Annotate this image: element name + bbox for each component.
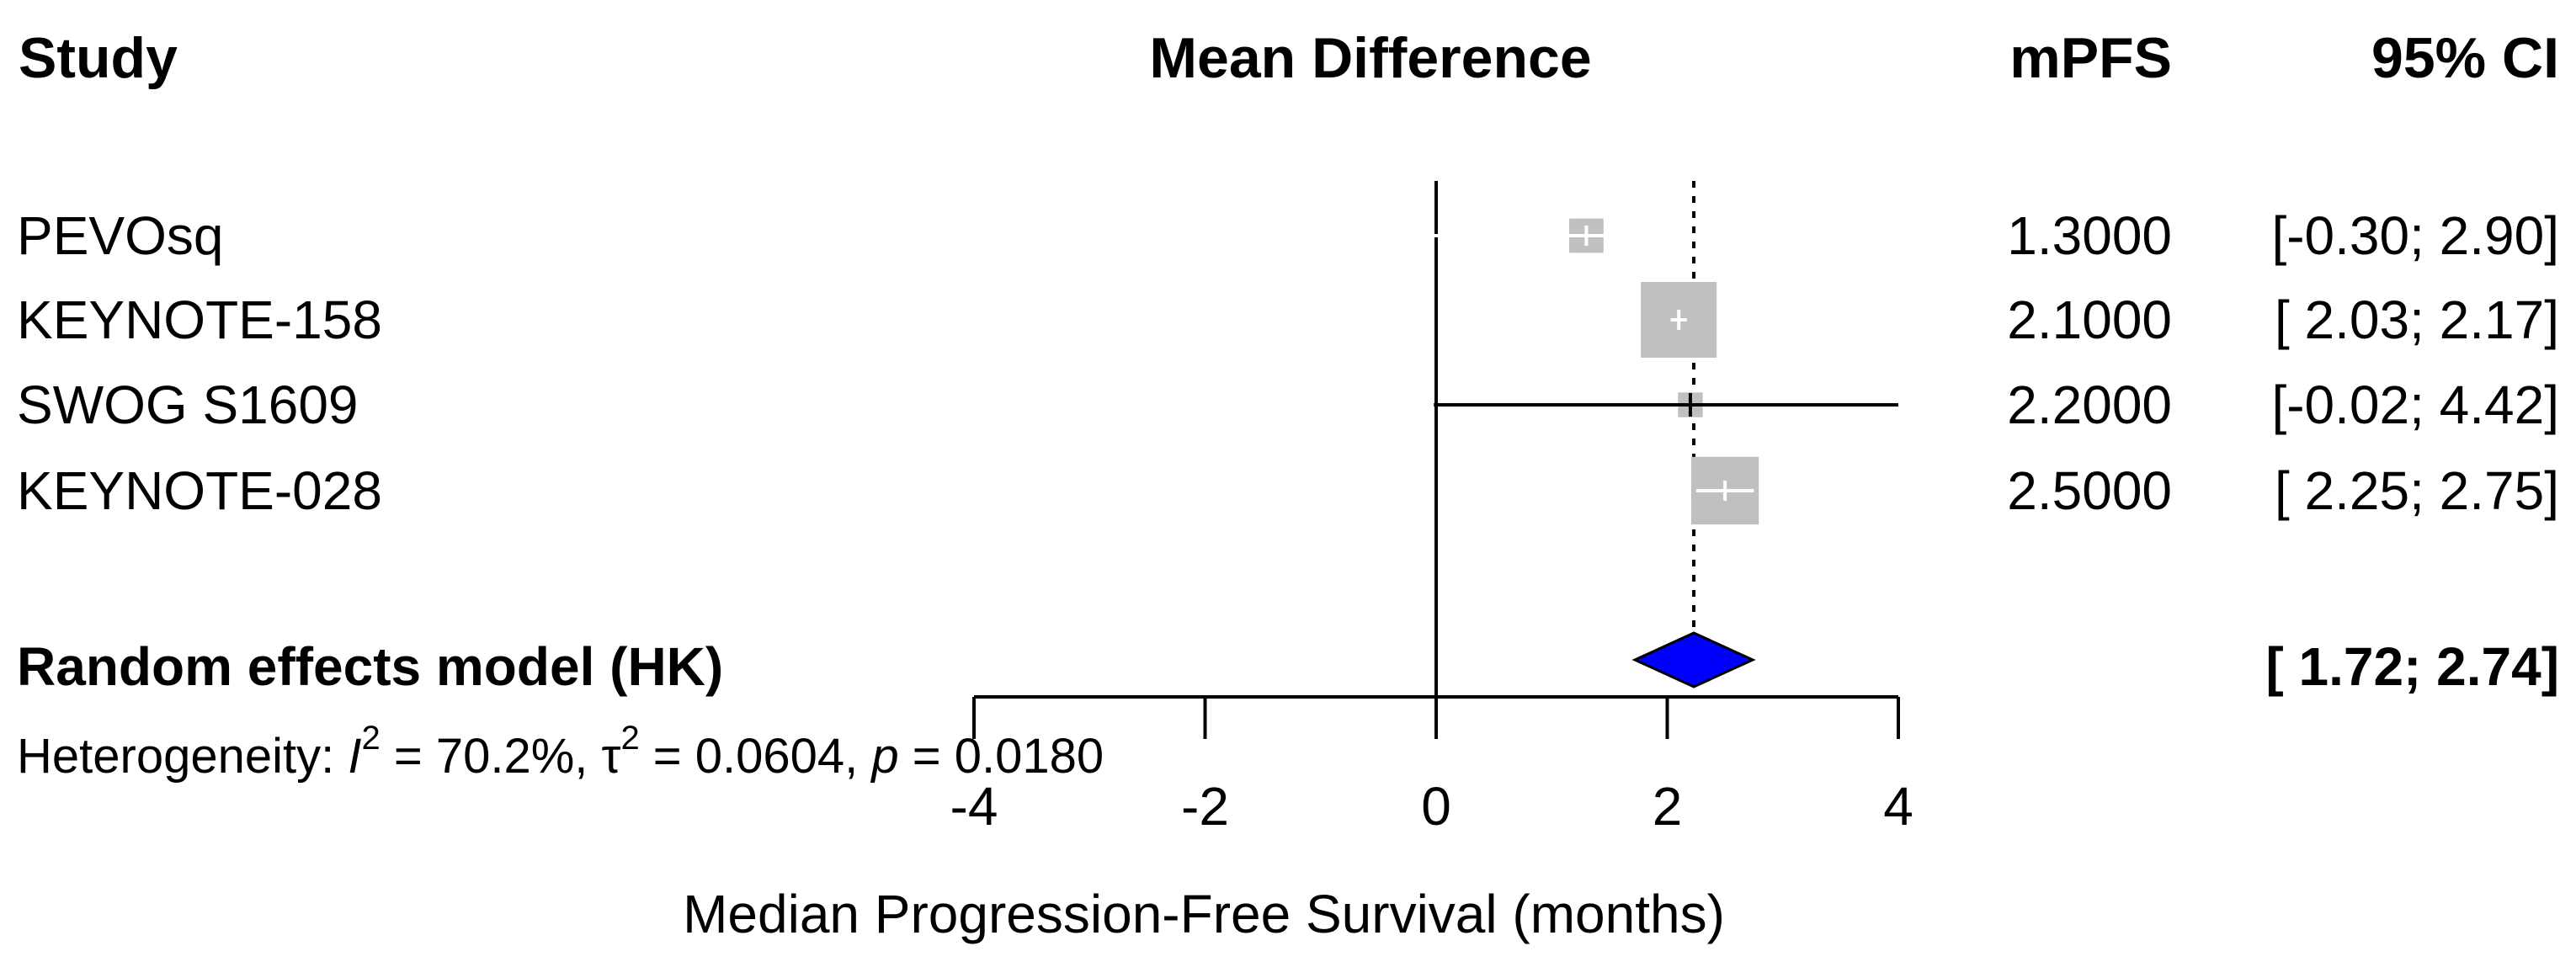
study-estimate: 2.2000 xyxy=(2007,375,2172,435)
study-label: PEVOsq xyxy=(17,205,223,266)
x-tick-label: 2 xyxy=(1653,776,1683,837)
pooled-diamond xyxy=(1631,631,1756,688)
header-mpfs: mPFS xyxy=(2009,26,2172,90)
study-ci: [-0.30; 2.90] xyxy=(2271,205,2559,266)
study-rows: PEVOsq 1.3000 [-0.30; 2.90] KEYNOTE-158 2.10… xyxy=(17,205,2559,521)
x-tick-label: 4 xyxy=(1883,776,1913,837)
study-label: SWOG S1609 xyxy=(17,375,359,435)
study-ci: [ 2.25; 2.75] xyxy=(2275,460,2559,521)
pooled-label: Random effects model (HK) xyxy=(17,636,723,697)
study-ci: [-0.02; 4.42] xyxy=(2271,375,2559,435)
pooled-ci: [ 1.72; 2.74] xyxy=(2265,636,2559,697)
x-axis-label: Median Progression-Free Survival (months… xyxy=(683,884,1725,944)
header-ci: 95% CI xyxy=(2371,26,2559,90)
study-estimate: 2.5000 xyxy=(2007,460,2172,521)
header-mean-difference: Mean Difference xyxy=(1149,26,1591,90)
study-estimate: 1.3000 xyxy=(2007,205,2172,266)
study-estimate: 2.1000 xyxy=(2007,290,2172,350)
x-tick-label: 0 xyxy=(1421,776,1451,837)
plot-marks: -4 -2 0 2 4 xyxy=(950,181,1913,837)
header-study: Study xyxy=(19,26,178,90)
study-label: KEYNOTE-158 xyxy=(17,290,382,350)
study-label: KEYNOTE-028 xyxy=(17,460,382,521)
x-tick-label: -4 xyxy=(950,776,998,837)
x-tick-label: -2 xyxy=(1181,776,1229,837)
study-ci: [ 2.03; 2.17] xyxy=(2275,290,2559,350)
heterogeneity-text: Heterogeneity: I2 = 70.2%, τ2 = 0.0604, … xyxy=(17,720,1104,784)
